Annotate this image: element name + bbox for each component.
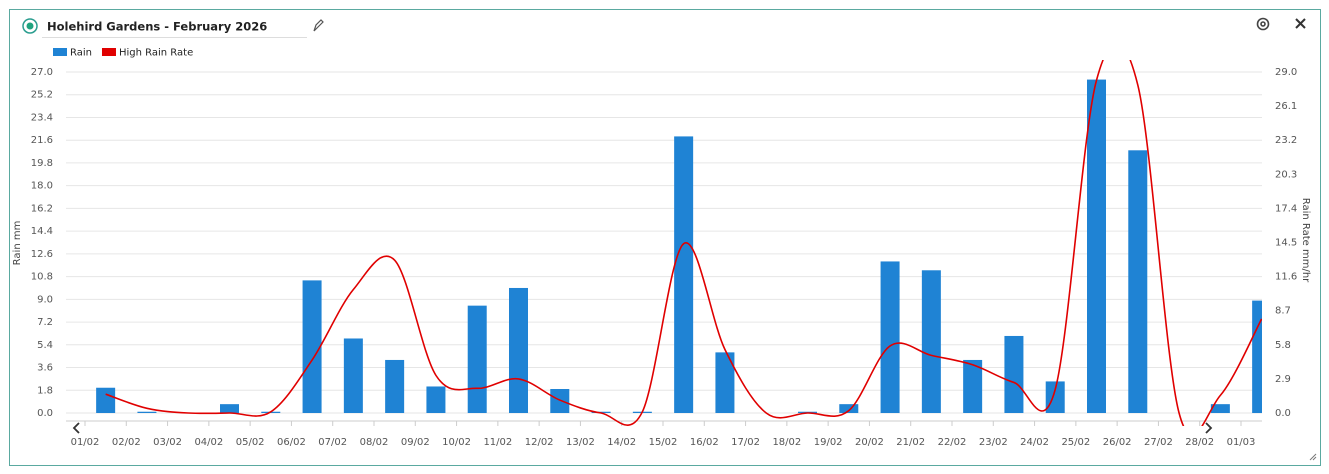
x-tick-label: 12/02 <box>525 437 554 448</box>
rain-bar <box>426 386 446 413</box>
settings-icon[interactable] <box>1256 17 1270 31</box>
x-tick-label: 11/02 <box>483 437 512 448</box>
rain-bar <box>715 352 735 413</box>
y2-tick-label: 23.2 <box>1275 135 1297 146</box>
rain-bar <box>1045 381 1065 413</box>
y-tick-label: 12.6 <box>31 249 53 260</box>
y2-tick-label: 14.5 <box>1275 238 1297 249</box>
x-tick-label: 18/02 <box>772 437 801 448</box>
rain-bar <box>137 411 157 413</box>
y2-tick-label: 0.0 <box>1275 408 1291 419</box>
y-tick-label: 3.6 <box>37 363 53 374</box>
y2-tick-label: 11.6 <box>1275 272 1297 283</box>
scroll-left[interactable] <box>72 422 80 434</box>
rain-bar <box>1210 404 1230 413</box>
y2-tick-label: 8.7 <box>1275 306 1291 317</box>
x-tick-label: 20/02 <box>855 437 884 448</box>
chart-title[interactable]: Holehird Gardens - February 2026 <box>47 20 267 34</box>
plot-area <box>96 60 1262 426</box>
x-tick-label: 01/03 <box>1227 437 1256 448</box>
status-dot <box>26 22 34 30</box>
x-tick-label: 16/02 <box>690 437 719 448</box>
x-tick-label: 01/02 <box>71 437 100 448</box>
y2-tick-label: 29.0 <box>1275 67 1297 78</box>
y-tick-label: 0.0 <box>37 408 53 419</box>
legend-swatch <box>53 48 67 56</box>
rain-bar <box>509 287 528 413</box>
y2-tick-label: 20.3 <box>1275 169 1297 180</box>
rain-bar <box>839 404 859 413</box>
rain-bar <box>385 359 405 413</box>
x-tick-label: 17/02 <box>731 437 760 448</box>
x-tick-label: 09/02 <box>401 437 430 448</box>
scroll-right[interactable] <box>1205 422 1213 434</box>
y-tick-label: 25.2 <box>31 90 53 101</box>
x-tick-label: 05/02 <box>236 437 265 448</box>
x-tick-label: 03/02 <box>153 437 182 448</box>
x-tick-label: 02/02 <box>112 437 141 448</box>
y2-tick-label: 2.9 <box>1275 374 1291 385</box>
x-tick-label: 07/02 <box>318 437 347 448</box>
rain-bar <box>880 261 900 413</box>
rain-bar <box>220 404 239 413</box>
rain-bar <box>96 387 116 413</box>
y2-tick-label: 26.1 <box>1275 101 1297 112</box>
x-tick-label: 24/02 <box>1020 437 1049 448</box>
x-tick-label: 21/02 <box>896 437 925 448</box>
y2-tick-label: 5.8 <box>1275 340 1291 351</box>
x-tick-label: 27/02 <box>1144 437 1173 448</box>
close-icon[interactable] <box>1295 18 1306 29</box>
y2-axis-title: Rain Rate mm/hr <box>1300 198 1311 283</box>
x-tick-label: 19/02 <box>814 437 843 448</box>
rain-rate-line <box>105 60 1262 426</box>
edit-icon[interactable] <box>313 19 324 32</box>
x-tick-label: 10/02 <box>442 437 471 448</box>
rain-bar <box>467 305 487 413</box>
rain-bar <box>343 338 363 413</box>
legend-label[interactable]: Rain <box>70 48 92 59</box>
resize-handle[interactable] <box>1309 453 1317 461</box>
x-tick-label: 26/02 <box>1103 437 1132 448</box>
x-tick-label: 08/02 <box>360 437 389 448</box>
y-tick-label: 10.8 <box>31 272 53 283</box>
legend-swatch <box>101 48 116 56</box>
y-axis-title: Rain mm <box>12 221 23 266</box>
rain-bar <box>963 359 983 413</box>
rain-bar <box>1004 335 1024 413</box>
x-tick-label: 14/02 <box>607 437 636 448</box>
rain-bar <box>1087 79 1106 414</box>
y-tick-label: 1.8 <box>37 385 53 396</box>
legend-label[interactable]: High Rain Rate <box>119 48 193 59</box>
x-tick-label: 15/02 <box>649 437 678 448</box>
rain-bar <box>1252 300 1262 413</box>
y-tick-label: 14.4 <box>31 226 53 237</box>
rain-bar <box>302 280 322 413</box>
x-tick-label: 25/02 <box>1061 437 1090 448</box>
x-tick-label: 23/02 <box>979 437 1008 448</box>
y2-tick-label: 17.4 <box>1275 203 1297 214</box>
x-tick-label: 28/02 <box>1185 437 1214 448</box>
y-tick-label: 27.0 <box>31 67 53 78</box>
y-tick-label: 19.8 <box>31 158 53 169</box>
y-tick-label: 7.2 <box>37 317 53 328</box>
y-tick-label: 9.0 <box>37 294 53 305</box>
x-tick-label: 06/02 <box>277 437 306 448</box>
status-icon[interactable] <box>22 18 38 34</box>
rain-bar <box>550 389 570 413</box>
rain-bar <box>674 136 694 413</box>
y-tick-label: 21.6 <box>31 135 53 146</box>
rain-bar <box>921 270 941 413</box>
x-tick-label: 13/02 <box>566 437 595 448</box>
x-tick-label: 22/02 <box>938 437 967 448</box>
rain-bar <box>1128 150 1148 413</box>
y-tick-label: 23.4 <box>31 112 53 123</box>
y-tick-label: 18.0 <box>31 181 53 192</box>
y-tick-label: 16.2 <box>31 203 53 214</box>
y-tick-label: 5.4 <box>37 340 53 351</box>
widget-frame <box>9 9 1321 466</box>
x-tick-label: 04/02 <box>194 437 223 448</box>
